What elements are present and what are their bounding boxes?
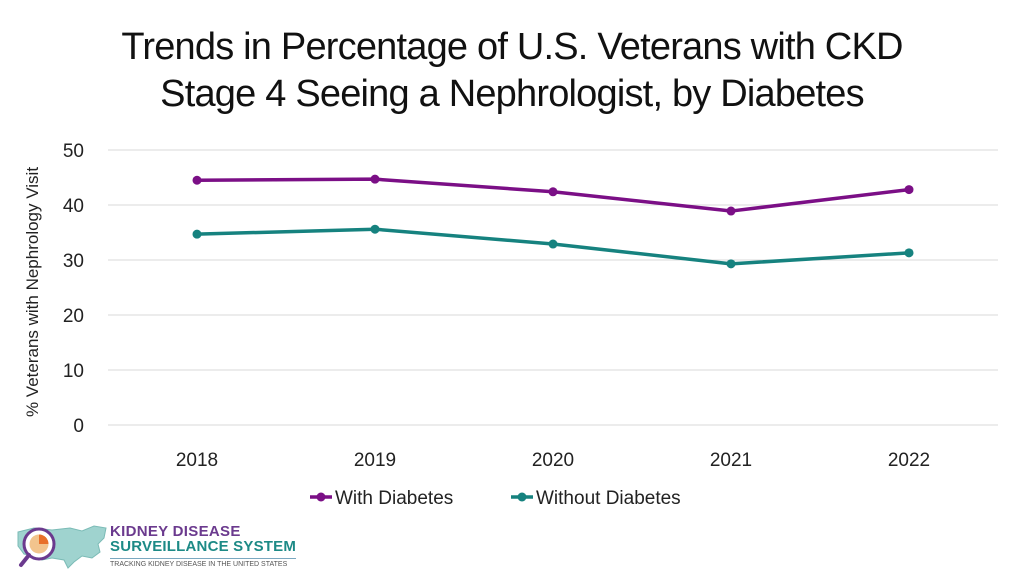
series-with-diabetes bbox=[192, 174, 914, 216]
data-point bbox=[370, 174, 380, 184]
chart-title: Trends in Percentage of U.S. Veterans wi… bbox=[0, 24, 1024, 118]
line-chart: 0 10 20 30 40 50 2018 2019 2020 2021 2022 % Veter… bbox=[23, 141, 998, 509]
kdss-logo: KIDNEY DISEASE SURVEILLANCE SYSTEM TRACK… bbox=[12, 518, 302, 570]
data-point bbox=[548, 187, 558, 197]
logo-line2: SURVEILLANCE SYSTEM bbox=[110, 538, 297, 555]
y-tick-label: 30 bbox=[63, 251, 84, 272]
data-point bbox=[726, 259, 736, 269]
y-tick-label: 40 bbox=[63, 196, 84, 217]
gridlines bbox=[108, 149, 998, 426]
us-map-logo-icon bbox=[17, 525, 107, 569]
x-axis-tick-labels: 2018 2019 2020 2021 2022 bbox=[176, 450, 930, 471]
data-point bbox=[904, 185, 914, 195]
series-lines bbox=[192, 174, 914, 269]
logo-line1: KIDNEY DISEASE bbox=[110, 523, 241, 540]
y-tick-label: 0 bbox=[73, 416, 84, 437]
chart-title-line1: Trends in Percentage of U.S. Veterans wi… bbox=[121, 26, 903, 68]
data-point bbox=[370, 224, 380, 234]
y-axis-tick-labels: 0 10 20 30 40 50 bbox=[63, 141, 84, 437]
legend-item: With Diabetes bbox=[310, 488, 453, 509]
data-point bbox=[904, 248, 914, 258]
x-tick-label: 2019 bbox=[354, 450, 396, 471]
data-point bbox=[548, 239, 558, 249]
y-tick-label: 50 bbox=[63, 141, 84, 162]
chart-title-line2: Stage 4 Seeing a Nephrologist, by Diabet… bbox=[160, 73, 864, 115]
data-point bbox=[192, 229, 202, 239]
legend-label: Without Diabetes bbox=[536, 488, 681, 509]
x-tick-label: 2020 bbox=[532, 450, 574, 471]
x-tick-label: 2022 bbox=[888, 450, 930, 471]
x-tick-label: 2021 bbox=[710, 450, 752, 471]
y-tick-label: 10 bbox=[63, 361, 84, 382]
data-point bbox=[192, 175, 202, 185]
legend-swatch-marker bbox=[316, 492, 326, 502]
logo-line3: TRACKING KIDNEY DISEASE IN THE UNITED ST… bbox=[110, 558, 297, 570]
y-axis-label: % Veterans with Nephrology Visit bbox=[23, 167, 42, 417]
x-tick-label: 2018 bbox=[176, 450, 218, 471]
legend: With Diabetes Without Diabetes bbox=[310, 488, 681, 509]
legend-label: With Diabetes bbox=[335, 488, 453, 509]
legend-item: Without Diabetes bbox=[511, 488, 681, 509]
data-point bbox=[726, 206, 736, 216]
series-without-diabetes bbox=[192, 224, 914, 269]
legend-swatch-marker bbox=[517, 492, 527, 502]
y-tick-label: 20 bbox=[63, 306, 84, 327]
